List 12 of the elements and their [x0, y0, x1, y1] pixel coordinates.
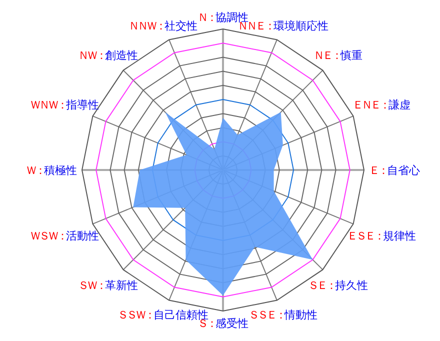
- spoke-label: ＥＮＥ：謙虚: [352, 98, 410, 112]
- spoke-label: ＮＷ：創造性: [78, 48, 138, 62]
- spoke-label: ＳＷ：革新性: [78, 279, 138, 292]
- spoke-label: Ｅ：自省心: [369, 164, 420, 177]
- spoke-label: ＳＥ：持久性: [308, 279, 368, 292]
- spoke-label: ＮＥ：慎重: [314, 48, 363, 62]
- spoke-label: ＮＮＷ：社交性: [128, 19, 198, 32]
- spoke-label: Ｗ：積極性: [26, 164, 77, 177]
- spoke-label: ＷＳＷ：活動性: [30, 230, 100, 243]
- spoke-label: ＳＳＥ：情動性: [248, 308, 318, 322]
- spoke-label: ＷＮＷ：指導性: [30, 98, 100, 112]
- spoke-label: ＥＳＥ：規律性: [346, 230, 416, 243]
